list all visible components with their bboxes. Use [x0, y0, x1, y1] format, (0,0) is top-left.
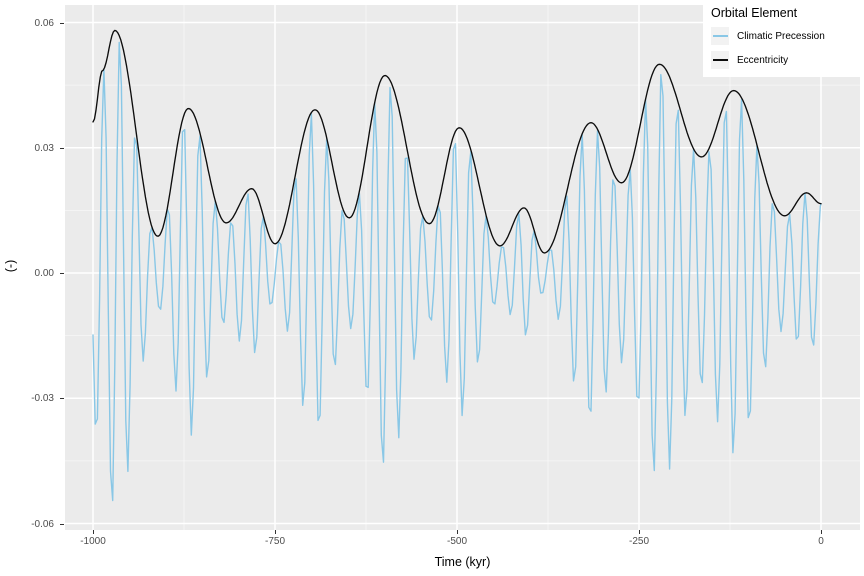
- x-tick-mark: [821, 530, 822, 534]
- y-tick-label: -0.06: [31, 518, 54, 530]
- legend-label-eccentricity: Eccentricity: [737, 54, 789, 66]
- legend-item-climatic-precession: Climatic Precession: [711, 27, 864, 45]
- legend: Orbital Element Climatic Precession Ecce…: [703, 0, 864, 77]
- y-tick-mark: [60, 273, 64, 274]
- y-tick-label: 0.06: [34, 17, 54, 29]
- x-tick-label: -750: [264, 536, 285, 547]
- x-tick-mark: [457, 530, 458, 534]
- y-tick-mark: [60, 22, 64, 24]
- y-tick-label: 0.03: [34, 142, 54, 154]
- legend-label-climatic-precession: Climatic Precession: [737, 30, 825, 42]
- x-tick-label: -500: [446, 536, 467, 547]
- x-tick-label: -1000: [80, 536, 106, 547]
- x-tick-mark: [639, 530, 640, 534]
- legend-title: Orbital Element: [711, 6, 798, 20]
- x-tick-label: 0: [818, 536, 824, 547]
- y-axis-title: (-): [3, 259, 18, 273]
- x-tick-mark: [275, 530, 276, 534]
- y-tick-mark: [60, 398, 64, 400]
- eccentricity-key-line-icon: [712, 59, 728, 61]
- climatic-precession-line: [92, 41, 822, 502]
- x-axis-title: Time (kyr): [434, 555, 491, 569]
- eccentricity-line: [92, 29, 822, 254]
- legend-key-box: [711, 51, 729, 69]
- y-tick-mark: [60, 523, 64, 525]
- plot-canvas: [65, 5, 860, 530]
- x-tick-label: -250: [628, 536, 649, 547]
- legend-item-eccentricity: Eccentricity: [711, 51, 864, 69]
- plot-panel: [65, 5, 860, 530]
- y-tick-label: -0.03: [31, 393, 54, 405]
- y-tick-label: 0.00: [34, 268, 54, 279]
- climatic-precession-key-line-icon: [712, 35, 728, 37]
- x-tick-mark: [93, 530, 94, 534]
- y-tick-mark: [60, 147, 64, 149]
- legend-key-box: [711, 27, 729, 45]
